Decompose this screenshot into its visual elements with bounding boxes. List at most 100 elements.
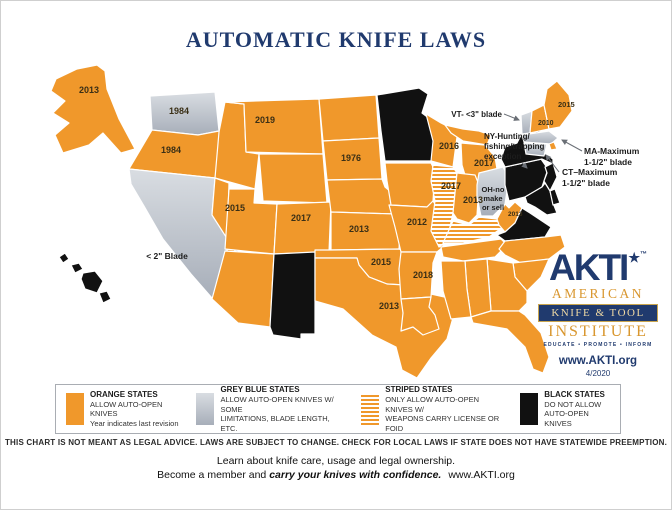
state-md <box>524 182 558 216</box>
state-nd <box>318 94 380 142</box>
state-year-wi: 2016 <box>439 141 459 151</box>
legend: ORANGE STATES ALLOW AUTO-OPEN KNIVES Yea… <box>55 384 621 434</box>
annotation-arrow <box>561 139 583 152</box>
state-de <box>549 188 561 206</box>
footer-slogan: carry your knives with confidence. <box>269 469 442 481</box>
note-ca: < 2" Blade <box>146 251 188 261</box>
state-year-ar: 2018 <box>413 270 433 280</box>
trademark-symbol: ™ <box>639 251 647 258</box>
logo-date: 4/2020 <box>585 369 611 378</box>
state-year-wa: 1984 <box>169 106 189 116</box>
state-year-tx: 2013 <box>379 301 399 311</box>
state-year-nv: 2015 <box>225 203 245 213</box>
state-year-il: 2017 <box>441 181 461 191</box>
legend-item-orange: ORANGE STATES ALLOW AUTO-OPEN KNIVES Yea… <box>66 390 182 429</box>
orange-swatch <box>66 393 84 425</box>
disclaimer-text: THIS CHART IS NOT MEANT AS LEGAL ADVICE.… <box>4 438 668 447</box>
state-ma <box>521 130 559 145</box>
state-hi <box>70 262 84 274</box>
state-ky <box>442 216 504 244</box>
star-icon: ★ <box>628 250 640 265</box>
state-ri <box>548 141 558 151</box>
note-ny: exception <box>484 152 521 161</box>
legend-title: BLACK STATES <box>544 389 605 399</box>
state-az <box>211 250 275 328</box>
legend-item-grey-blue: GREY BLUE STATES ALLOW AUTO-OPEN KNIVES … <box>196 385 347 433</box>
state-hi <box>58 252 70 264</box>
footer-url: www.AKTI.org <box>448 469 515 481</box>
logo-tagline: EDUCATE • PROMOTE • INFORM <box>543 342 653 348</box>
note-ny: fishing/trapping <box>484 142 545 151</box>
state-year-ks: 2013 <box>349 224 369 234</box>
state-wy <box>258 153 328 204</box>
note-oh: make <box>483 194 502 203</box>
footer: Learn about knife care, usage and legal … <box>1 454 671 482</box>
state-ct <box>523 142 548 157</box>
legend-line: ONLY ALLOW AUTO-OPEN KNIVES W/ <box>385 395 480 414</box>
state-il <box>430 164 458 248</box>
legend-line: LIMITATIONS, BLADE LENGTH, ETC. <box>220 414 330 433</box>
state-hi <box>80 270 104 294</box>
state-year-me: 2015 <box>558 100 575 109</box>
legend-title: STRIPED STATES <box>385 385 453 394</box>
black-swatch <box>520 393 539 425</box>
state-ia <box>384 162 436 208</box>
akti-wordmark: AKTI★™ <box>549 238 647 288</box>
state-co <box>273 201 332 255</box>
state-year-ok: 2015 <box>371 257 391 267</box>
striped-swatch <box>361 393 380 425</box>
state-mt <box>224 98 324 155</box>
state-nm <box>269 251 316 340</box>
note-ma: 1-1/2" blade <box>584 157 632 167</box>
state-year-co: 2017 <box>291 213 311 223</box>
footer-line2-prefix: Become a member and <box>157 469 270 481</box>
annotation-arrow <box>545 154 560 173</box>
legend-line: Year indicates last revision <box>90 418 179 428</box>
state-fl <box>470 310 550 374</box>
note-ma: MA-Maximum <box>584 146 640 156</box>
state-year-in: 2013 <box>463 195 483 205</box>
state-la <box>400 296 440 336</box>
legend-line: WEAPONS CARRY LICENSE OR FOID <box>385 414 500 433</box>
state-tn <box>440 238 508 262</box>
legend-title: ORANGE STATES <box>90 389 158 399</box>
legend-line: ALLOW AUTO-OPEN KNIVES <box>90 399 163 419</box>
state-me <box>543 80 573 130</box>
logo-american: AMERICAN <box>551 286 644 301</box>
annotation-arrow <box>521 162 528 169</box>
state-year-mt: 2019 <box>255 115 275 125</box>
state-year-sd: 1976 <box>341 153 361 163</box>
state-year-mo: 2012 <box>407 217 427 227</box>
state-year-ak: 2013 <box>79 85 99 95</box>
footer-line1: Learn about knife care, usage and legal … <box>216 455 456 467</box>
akti-logo: AKTI★™ AMERICAN KNIFE & TOOL INSTITUTE E… <box>532 238 664 378</box>
state-ne <box>326 178 398 215</box>
page-title: AUTOMATIC KNIFE LAWS <box>185 27 487 52</box>
state-ak <box>50 64 136 154</box>
note-oh: OH-no <box>482 185 505 194</box>
legend-item-striped: STRIPED STATES ONLY ALLOW AUTO-OPEN KNIV… <box>361 385 506 433</box>
logo-url: www.AKTI.org <box>558 355 638 367</box>
note-oh: or sell <box>482 203 504 212</box>
legend-line: ALLOW AUTO-OPEN KNIVES W/ SOME <box>220 395 334 414</box>
state-year-mi: 2017 <box>474 158 494 168</box>
note-ct: 1-1/2" blade <box>562 178 610 188</box>
legend-line: AUTO-OPEN KNIVES <box>544 409 589 428</box>
note-ny: NY-Hunting/ <box>484 132 531 141</box>
logo-institute: INSTITUTE <box>548 323 648 340</box>
akti-acronym: AKTI <box>549 247 629 288</box>
legend-item-black: BLACK STATES DO NOT ALLOW AUTO-OPEN KNIV… <box>520 390 610 429</box>
state-year-or: 1984 <box>161 145 181 155</box>
logo-knife-tool-bar: KNIFE & TOOL <box>538 304 658 322</box>
state-year-wv: 2013 <box>508 211 523 218</box>
note-ct: CT–Maximum <box>562 167 618 177</box>
footer-line2: Become a member and carry your knives wi… <box>1 468 671 482</box>
annotation-arrow <box>503 113 520 121</box>
legend-line: DO NOT ALLOW <box>544 399 602 409</box>
grey-blue-swatch <box>196 393 215 425</box>
state-year-nh: 2010 <box>538 120 554 127</box>
note-vt: VT- <3" blade <box>451 110 502 119</box>
state-hi <box>98 290 112 304</box>
